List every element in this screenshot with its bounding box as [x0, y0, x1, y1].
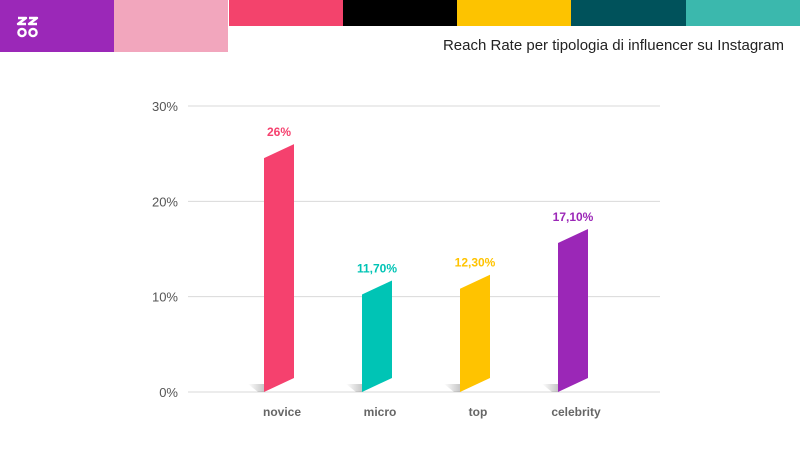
category-label-top: top	[469, 405, 488, 419]
header-color-strip	[0, 0, 800, 52]
value-label-top: 12,30%	[455, 256, 496, 270]
bar-micro	[362, 280, 392, 392]
bar-shadow	[346, 384, 362, 392]
bar-shadow	[444, 384, 460, 392]
y-tick-label: 0%	[159, 385, 178, 400]
y-tick-label: 10%	[152, 290, 178, 305]
header-color-block	[228, 0, 344, 26]
bar-shadow	[248, 384, 264, 392]
header-color-block	[457, 0, 573, 26]
bar-novice	[264, 144, 294, 392]
bar-top	[460, 274, 490, 392]
header-color-block	[685, 0, 800, 26]
category-label-novice: novice	[263, 405, 301, 419]
category-label-celebrity: celebrity	[551, 405, 601, 419]
value-label-celebrity: 17,10%	[553, 210, 594, 224]
y-tick-label: 30%	[152, 99, 178, 114]
header-color-block	[342, 0, 459, 26]
zoo-logo-icon	[16, 16, 39, 38]
y-tick-label: 20%	[152, 194, 178, 209]
bar-celebrity	[558, 228, 588, 392]
header-color-block	[571, 0, 687, 26]
logo-block	[0, 0, 114, 52]
chart-title: Reach Rate per tipologia di influencer s…	[442, 37, 784, 54]
value-label-novice: 26%	[267, 125, 291, 139]
value-label-micro: 11,70%	[357, 261, 397, 275]
category-label-micro: micro	[364, 405, 397, 419]
header-pink-block	[114, 0, 228, 52]
bar-shadow	[542, 384, 558, 392]
